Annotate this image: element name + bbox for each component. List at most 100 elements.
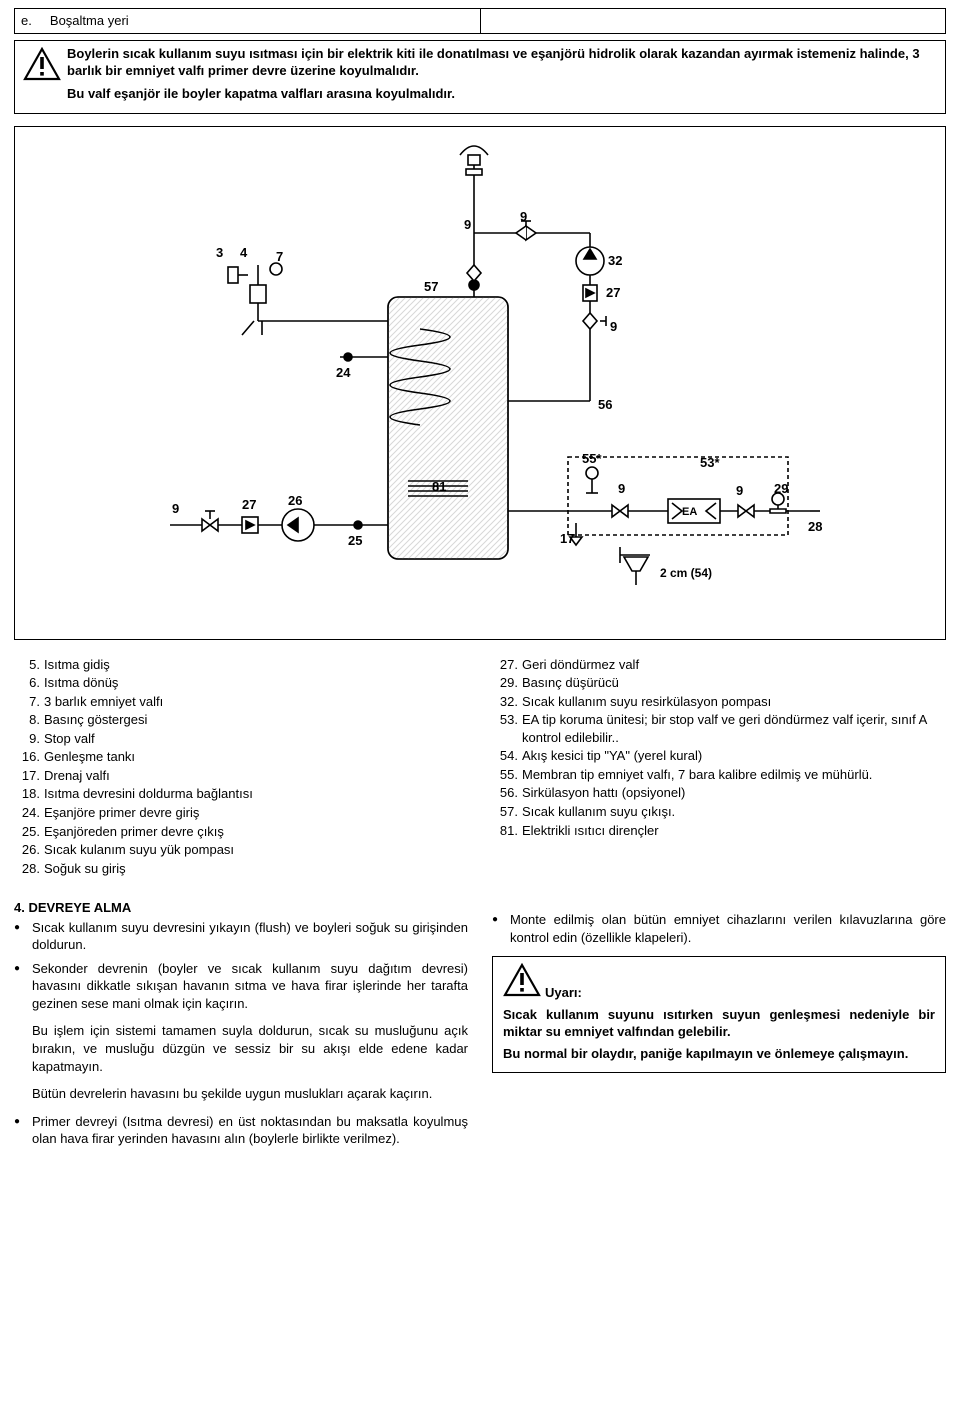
section4-bullets-left-1: Sıcak kullanım suyu devresini yıkayın (f…: [14, 919, 468, 1013]
legend-item: 27.Geri döndürmez valf: [492, 656, 946, 674]
legend-text: Sıcak kulanım suyu yük pompası: [44, 841, 234, 859]
section4-para-1: Bu işlem için sistemi tamamen suyla dold…: [32, 1022, 468, 1075]
svg-text:9: 9: [464, 217, 471, 232]
legend-num: 57.: [492, 803, 518, 821]
legend-num: 16.: [14, 748, 40, 766]
legend-item: 32.Sıcak kullanım suyu resirkülasyon pom…: [492, 693, 946, 711]
cell-label: e. Boşaltma yeri: [15, 9, 481, 34]
cell-a-t: Boşaltma yeri: [50, 13, 129, 28]
legend-text: Basınç göstergesi: [44, 711, 147, 729]
svg-text:9: 9: [610, 319, 617, 334]
warning-text-2: Bu valf eşanjör ile boyler kapatma valfl…: [67, 85, 937, 103]
svg-text:55*: 55*: [582, 451, 602, 466]
legend-item: 9.Stop valf: [14, 730, 468, 748]
legend-num: 32.: [492, 693, 518, 711]
legend-text: Sıcak kullanım suyu resirkülasyon pompas…: [522, 693, 771, 711]
legend-num: 56.: [492, 784, 518, 802]
svg-text:56: 56: [598, 397, 612, 412]
legend-num: 9.: [14, 730, 40, 748]
legend-item: 17.Drenaj valfı: [14, 767, 468, 785]
svg-text:17: 17: [560, 531, 574, 546]
legend-num: 5.: [14, 656, 40, 674]
legend-num: 8.: [14, 711, 40, 729]
legend-text: Stop valf: [44, 730, 95, 748]
warning-text-1: Boylerin sıcak kullanım suyu ısıtması iç…: [67, 45, 937, 80]
legend-num: 81.: [492, 822, 518, 840]
piping-diagram: 3 4 7 9 9 32 27 9 57 24 56 81 9 27 26 25…: [120, 133, 840, 633]
legend-item: 8.Basınç göstergesi: [14, 711, 468, 729]
warning-triangle-icon: [503, 963, 541, 1002]
warning-triangle-icon: [23, 47, 61, 86]
legend-num: 18.: [14, 785, 40, 803]
legend-text: Basınç düşürücü: [522, 674, 619, 692]
svg-text:9: 9: [172, 501, 179, 516]
legend-num: 24.: [14, 804, 40, 822]
legend-text: Geri döndürmez valf: [522, 656, 639, 674]
legend-text: Eşanjöre primer devre giriş: [44, 804, 199, 822]
legend-text: Isıtma devresini doldurma bağlantısı: [44, 785, 253, 803]
svg-text:7: 7: [276, 249, 283, 264]
legend-text: Membran tip emniyet valfı, 7 bara kalibr…: [522, 766, 872, 784]
svg-text:9: 9: [520, 209, 527, 224]
legend-text: Soğuk su giriş: [44, 860, 126, 878]
legend-item: 81.Elektrikli ısıtıcı dirençler: [492, 822, 946, 840]
top-table: e. Boşaltma yeri: [14, 8, 946, 34]
section4-title: 4. DEVREYE ALMA: [14, 899, 468, 917]
svg-text:53*: 53*: [700, 455, 720, 470]
legend-num: 26.: [14, 841, 40, 859]
legend-item: 56.Sirkülasyon hattı (opsiyonel): [492, 784, 946, 802]
legend-item: 57.Sıcak kullanım suyu çıkışı.: [492, 803, 946, 821]
svg-text:28: 28: [808, 519, 822, 534]
legend-num: 27.: [492, 656, 518, 674]
warning-note: Boylerin sıcak kullanım suyu ısıtması iç…: [14, 40, 946, 114]
legend-text: Sıcak kullanım suyu çıkışı.: [522, 803, 675, 821]
legend-text: Elektrikli ısıtıcı dirençler: [522, 822, 659, 840]
legend-num: 54.: [492, 747, 518, 765]
legend-left: 5.Isıtma gidiş6.Isıtma dönüş7.3 barlık e…: [14, 656, 468, 878]
legend-item: 24.Eşanjöre primer devre giriş: [14, 804, 468, 822]
svg-text:4: 4: [240, 245, 248, 260]
svg-text:2 cm (54): 2 cm (54): [660, 566, 712, 580]
legend-num: 17.: [14, 767, 40, 785]
warning-box: Uyarı: Sıcak kullanım suyunu ısıtırken s…: [492, 956, 946, 1073]
legend-num: 53.: [492, 711, 518, 746]
legend-text: Genleşme tankı: [44, 748, 135, 766]
bullet-item: Sıcak kullanım suyu devresini yıkayın (f…: [32, 919, 468, 954]
legend-num: 25.: [14, 823, 40, 841]
svg-text:27: 27: [242, 497, 256, 512]
bullet-item: Sekonder devrenin (boyler ve sıcak kulla…: [32, 960, 468, 1013]
legend-item: 5.Isıtma gidiş: [14, 656, 468, 674]
legend-item: 55.Membran tip emniyet valfı, 7 bara kal…: [492, 766, 946, 784]
svg-text:25: 25: [348, 533, 362, 548]
legend-item: 53.EA tip koruma ünitesi; bir stop valf …: [492, 711, 946, 746]
legend-text: Eşanjöreden primer devre çıkış: [44, 823, 224, 841]
legend-text: Sirkülasyon hattı (opsiyonel): [522, 784, 685, 802]
warn-text-1: Sıcak kullanım suyunu ısıtırken suyun ge…: [503, 1006, 935, 1041]
svg-text:57: 57: [424, 279, 438, 294]
legend-columns: 5.Isıtma gidiş6.Isıtma dönüş7.3 barlık e…: [14, 656, 946, 894]
legend-item: 28.Soğuk su giriş: [14, 860, 468, 878]
legend-num: 6.: [14, 674, 40, 692]
legend-num: 7.: [14, 693, 40, 711]
legend-text: Isıtma dönüş: [44, 674, 118, 692]
legend-text: Isıtma gidiş: [44, 656, 110, 674]
legend-item: 16.Genleşme tankı: [14, 748, 468, 766]
svg-text:EA: EA: [682, 506, 697, 518]
section4-bullets-right: Monte edilmiş olan bütün emniyet cihazla…: [492, 911, 946, 946]
legend-item: 18.Isıtma devresini doldurma bağlantısı: [14, 785, 468, 803]
svg-text:24: 24: [336, 365, 351, 380]
svg-text:9: 9: [736, 483, 743, 498]
svg-text:81: 81: [432, 479, 446, 494]
legend-item: 54.Akış kesici tip "YA" (yerel kural): [492, 747, 946, 765]
legend-num: 29.: [492, 674, 518, 692]
section4-para-2: Bütün devrelerin havasını bu şekilde uyg…: [32, 1085, 468, 1103]
svg-text:3: 3: [216, 245, 223, 260]
legend-text: EA tip koruma ünitesi; bir stop valf ve …: [522, 711, 946, 746]
bullet-item: Monte edilmiş olan bütün emniyet cihazla…: [510, 911, 946, 946]
diagram-container: 3 4 7 9 9 32 27 9 57 24 56 81 9 27 26 25…: [14, 126, 946, 640]
legend-text: Drenaj valfı: [44, 767, 110, 785]
bullet-item: Primer devreyi (Isıtma devresi) en üst n…: [32, 1113, 468, 1148]
svg-text:9: 9: [618, 481, 625, 496]
legend-item: 29.Basınç düşürücü: [492, 674, 946, 692]
legend-item: 26.Sıcak kulanım suyu yük pompası: [14, 841, 468, 859]
